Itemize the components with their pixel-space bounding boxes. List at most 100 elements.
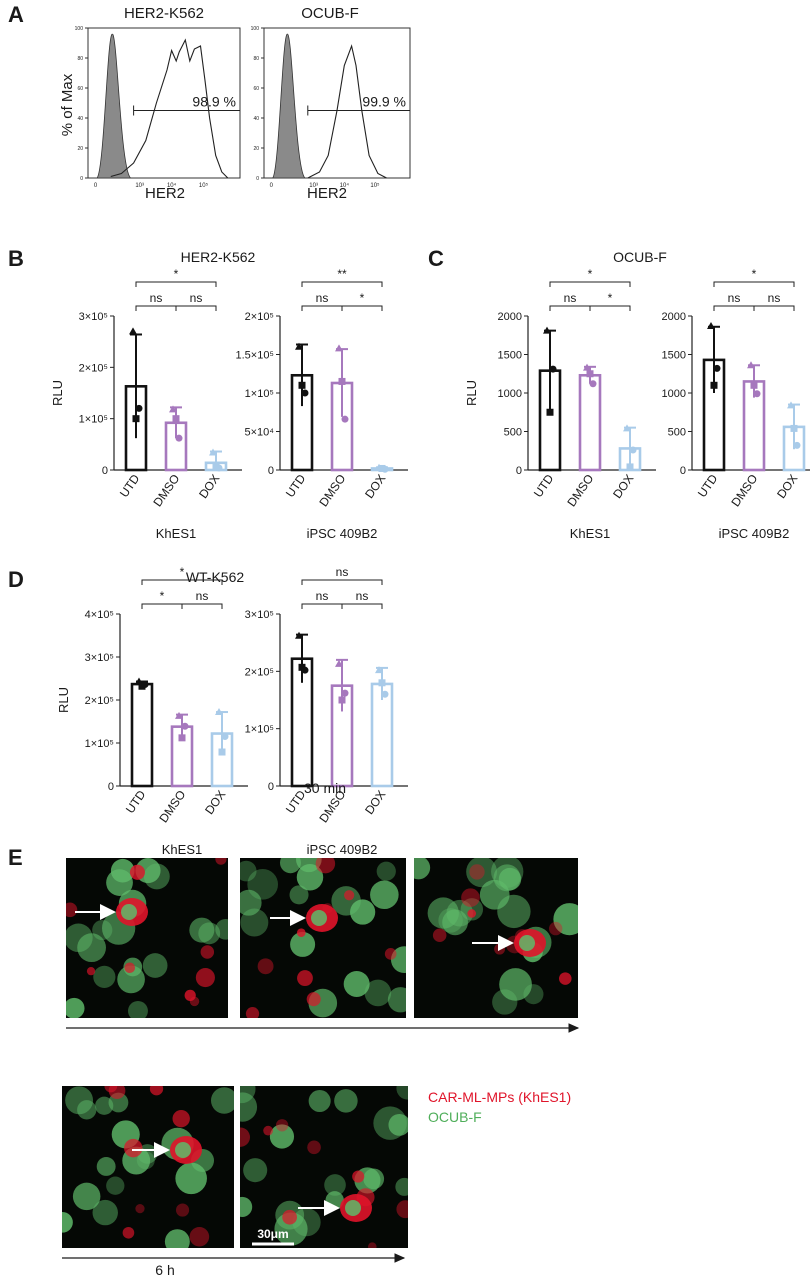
flow-frame [263,27,411,179]
data-point [381,690,389,698]
green-cell [247,869,279,900]
bar-chart-4: 0 500 1000 1500 2000 UTD DMSO DOX iPSC 409B2 ns ns… [662,267,810,541]
data-point [295,631,303,639]
red-particle [548,921,563,936]
green-cell [93,965,116,988]
y-tick-label: 500 [668,427,686,439]
red-particle [432,928,447,943]
category-label: DOX [196,472,222,501]
red-particle [396,1200,408,1219]
panel-label-a: A [8,2,24,27]
y-tick-label: 0 [102,465,108,477]
flow-plot-1: 0 20 40 60 80 100 0 10³ 10⁴ 10⁵ 98.9 % [75,26,241,189]
data-point [793,441,801,449]
isotype-control-peak [272,33,306,179]
her2-histogram-line [110,38,229,179]
data-point [549,365,557,373]
significance-label: ns [150,291,163,305]
green-cell [414,858,431,880]
gate-percentage-label: 98.9 % [192,94,236,110]
significance-label: ns [356,589,369,603]
data-point [209,448,217,456]
y-tick-label: 1500 [498,350,522,362]
legend-car-ml-mps: CAR-ML-MPs (KhES1) [428,1089,571,1105]
data-point [629,446,637,454]
green-cell [66,997,85,1018]
flow-xlabel-1: HER2 [145,185,185,202]
chart-subtitle: iPSC 409B2 [307,842,378,857]
y-tick-label: 0 [268,781,274,793]
green-cell [92,1199,118,1226]
red-particle [263,1125,274,1136]
flow-title-ocub-f: OCUB-F [301,5,359,22]
category-label: DOX [362,472,388,501]
green-cell [296,864,324,891]
micrograph-3 [414,858,578,1018]
category-label: DOX [610,472,636,501]
category-label: DMSO [150,472,182,510]
y-tick-label: 2×10⁵ [245,666,274,678]
red-particle [469,864,485,880]
y-tick-label: 0 [268,465,274,477]
flow-xtick-label: 0 [94,183,98,189]
flow-ytick-label: 80 [77,56,83,62]
red-particle [124,962,136,974]
data-point [707,322,715,330]
y-tick-label: 2×10⁵ [245,311,274,323]
green-cell [370,880,399,910]
category-label: DMSO [564,472,596,510]
flow-ytick-label: 0 [256,176,259,182]
significance-label: * [180,565,185,579]
y-tick-label: 1×10⁵ [85,738,114,750]
flow-xtick-label: 10⁴ [340,182,350,189]
micrograph-1 [66,858,228,1018]
red-particle [315,858,336,874]
green-cell [308,1089,331,1113]
y-tick-label: 1000 [662,388,686,400]
data-point [753,390,761,398]
y-tick-label: 0 [108,781,114,793]
flow-ytick-label: 20 [77,146,83,152]
green-cell [376,861,396,881]
panel-label-c: C [428,246,444,271]
isotype-control-peak [96,33,132,179]
category-label: UTD [531,471,557,500]
y-tick-label: 2000 [662,311,686,323]
data-point [546,408,554,416]
cells [240,858,406,1018]
significance-bracket [141,603,183,609]
green-cell [72,1182,101,1211]
engaged-green-cell [519,935,535,951]
red-particle [189,1226,210,1247]
flow-ytick-label: 40 [253,116,259,122]
panel-label-d: D [8,567,24,592]
red-particle [461,888,480,907]
green-cell [164,1229,190,1248]
red-particle [559,972,572,985]
green-cell [499,968,532,1001]
category-label: UTD [695,471,721,500]
data-point [178,734,186,742]
data-point [215,708,223,716]
significance-label: ns [768,291,781,305]
data-point [341,415,349,423]
y-tick-label: 1×10⁵ [245,724,274,736]
data-point [301,389,309,397]
green-cell [77,1100,97,1120]
bar-chart-5: 0 1×10⁵ 2×10⁵ 3×10⁵ 4×10⁵ RLU UTD DMSO DOX KhES1 *… [56,565,248,857]
category-label: DMSO [156,788,188,826]
significance-label: * [160,589,165,603]
green-cell [142,953,168,978]
data-point [790,424,798,432]
data-point [175,711,183,719]
red-particle [66,902,78,918]
data-point [626,463,634,471]
gate-percentage-label: 99.9 % [362,94,406,110]
data-point [221,733,229,741]
red-particle [129,864,145,880]
significance-label: * [752,267,757,281]
data-point [218,748,226,756]
data-point [713,364,721,372]
